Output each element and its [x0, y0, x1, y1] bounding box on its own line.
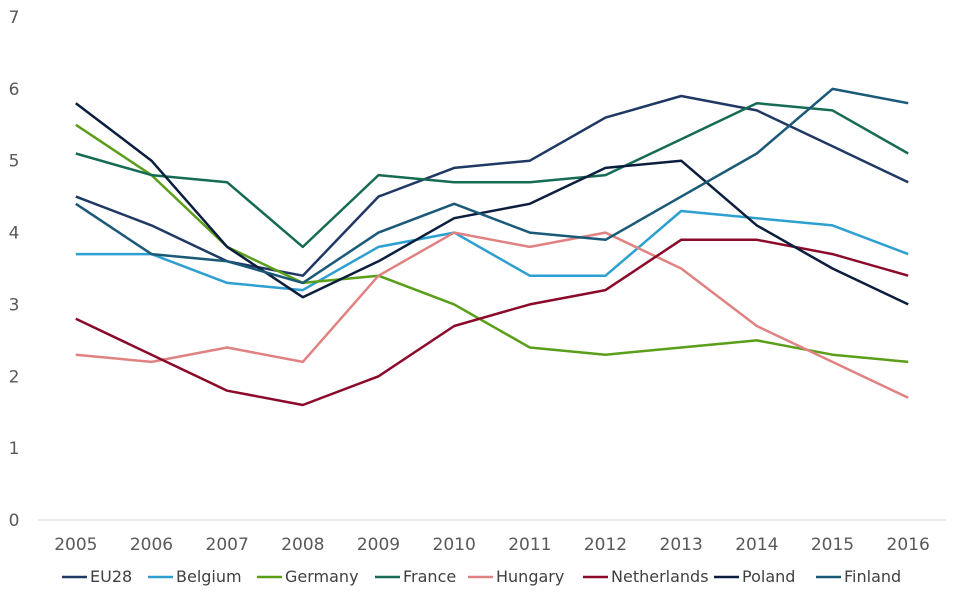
x-tick-label: 2013: [660, 535, 703, 555]
legend-label-belgium: Belgium: [176, 567, 242, 586]
x-tick-label: 2014: [735, 535, 778, 555]
x-tick-label: 2009: [357, 535, 400, 555]
y-tick-label: 0: [9, 511, 20, 531]
y-tick-label: 2: [9, 367, 20, 387]
series-line-eu28: [75, 94, 909, 277]
x-tick-label: 2015: [811, 535, 854, 555]
y-axis-tick-labels: 0 1 2 3 4 5 6 7: [9, 8, 20, 531]
x-tick-label: 2005: [54, 535, 97, 555]
y-tick-label: 4: [9, 224, 20, 244]
x-tick-label: 2012: [584, 535, 627, 555]
x-tick-label: 2016: [887, 535, 930, 555]
legend-label-poland: Poland: [742, 567, 795, 586]
legend-label-netherlands: Netherlands: [611, 567, 709, 586]
x-tick-label: 2011: [508, 535, 551, 555]
series-line-poland: [75, 102, 909, 306]
series-line-france: [75, 101, 909, 249]
x-tick-label: 2006: [130, 535, 173, 555]
series-lines: [75, 87, 909, 407]
y-tick-label: 3: [9, 295, 20, 315]
series-line-netherlands: [75, 238, 909, 407]
x-tick-label: 2008: [281, 535, 324, 555]
y-tick-label: 7: [9, 8, 20, 28]
x-tick-label: 2010: [433, 535, 476, 555]
legend-label-eu28: EU28: [90, 567, 132, 586]
x-tick-label: 2007: [206, 535, 249, 555]
series-line-finland: [75, 87, 909, 285]
series-line-belgium: [75, 209, 909, 292]
legend-label-france: France: [403, 567, 456, 586]
y-tick-label: 5: [9, 152, 20, 172]
legend-label-finland: Finland: [844, 567, 901, 586]
series-line-hungary: [75, 231, 909, 399]
legend-label-germany: Germany: [285, 567, 359, 586]
x-axis-tick-labels: 2005 2006 2007 2008 2009 2010 2011 2012 2013 2014…: [54, 535, 930, 555]
series-line-germany: [75, 123, 909, 364]
legend-label-hungary: Hungary: [496, 567, 564, 586]
y-tick-label: 1: [9, 439, 20, 459]
legend: EU28 Belgium Germany France Hungary Netherlan…: [62, 567, 901, 586]
y-tick-label: 6: [9, 80, 20, 100]
